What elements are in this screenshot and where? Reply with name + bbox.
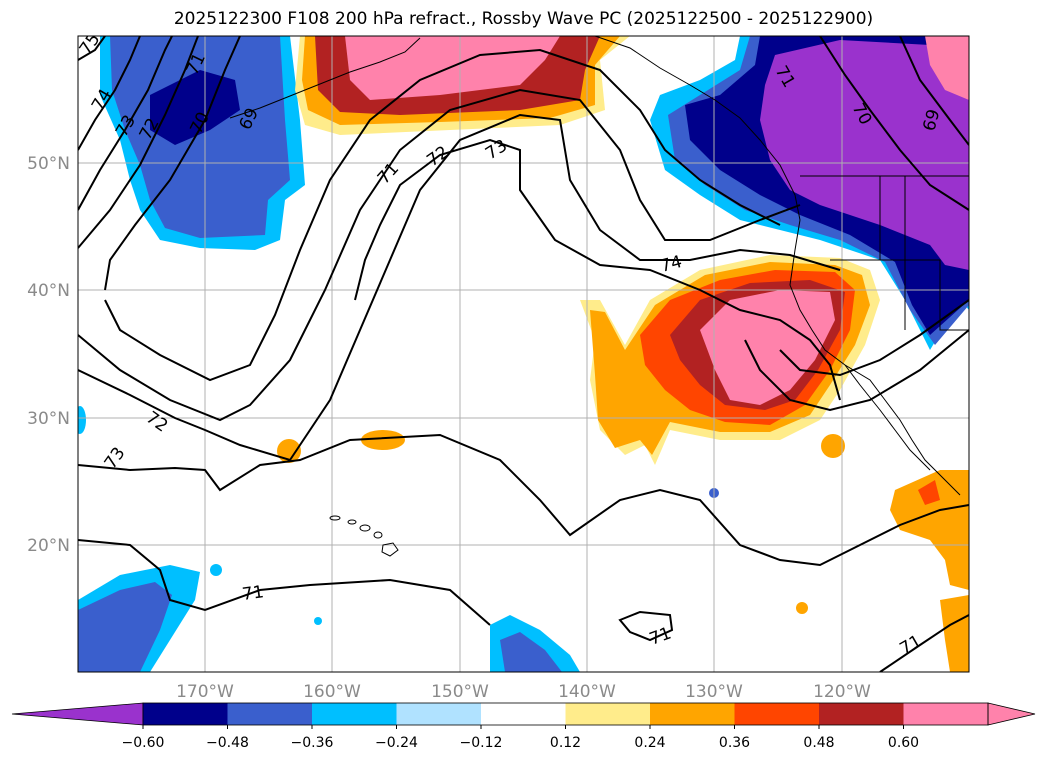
colorbar (11, 702, 1036, 726)
colorbar-bin (903, 703, 989, 725)
contour-70b (819, 36, 969, 211)
contour-75 (78, 36, 106, 61)
colorbar-ticks: −0.60 −0.48 −0.36 −0.24 −0.12 0.12 0.24 0.36 0.4… (122, 725, 919, 751)
contour-74 (78, 36, 141, 151)
contour-69 (899, 36, 969, 146)
state-borders (830, 176, 969, 331)
shaded-field: 75 74 73 72 71 70 69 71 72 73 74 71 70 6… (78, 36, 969, 672)
lat-label-20n: 20°N (27, 536, 70, 556)
contour-72a (78, 36, 199, 249)
colorbar-tick-label: −0.12 (460, 735, 503, 751)
colorbar-bin (143, 703, 228, 725)
coastline-panhandle (594, 36, 801, 221)
colorbar-extend-high (987, 702, 1036, 726)
positive-anomaly-central-pink (700, 290, 835, 405)
positive-anomaly-spot-4 (796, 602, 808, 614)
colorbar-tick-label: 0.12 (550, 735, 581, 751)
contour-74b (354, 138, 841, 401)
negative-anomaly-west-edge (78, 406, 86, 434)
hawaii-islands (329, 515, 399, 557)
colorbar-tick-label: −0.60 (122, 735, 165, 751)
colorbar-bin (565, 703, 651, 725)
coastline-baja (844, 364, 931, 471)
lon-label-150w: 150°W (431, 682, 489, 702)
lat-label-40n: 40°N (27, 281, 70, 301)
positive-anomaly-spot-2 (361, 430, 405, 450)
colorbar-bin (481, 703, 566, 725)
contour-72b (78, 113, 841, 462)
negative-anomaly-northeast-pink-corner (925, 36, 969, 100)
colorbar-bin (650, 703, 735, 725)
colorbar-tick-label: 0.36 (719, 735, 750, 751)
contour-71a (104, 36, 241, 291)
contour-inner-coast (744, 329, 969, 412)
contour-71c (78, 539, 491, 626)
contour-inner-coast-2 (779, 299, 969, 377)
coastlines (229, 36, 969, 557)
latitude-labels: 50°N 40°N 30°N 20°N (27, 154, 70, 556)
negative-anomaly-northeast-purple (760, 40, 969, 270)
colorbar-bin (312, 703, 397, 725)
colorbar-tick-label: 0.48 (803, 735, 834, 751)
colorbar-bin (396, 703, 482, 725)
contour-71b (78, 88, 801, 422)
colorbar-bin (734, 703, 820, 725)
colorbar-tick-label: −0.36 (291, 735, 334, 751)
contour-73a (78, 36, 173, 211)
lat-label-30n: 30°N (27, 409, 70, 429)
negative-anomaly-southwest-inner (78, 582, 172, 672)
map-title: 2025122300 F108 200 hPa refract., Rossby… (173, 9, 874, 29)
map-frame (77, 35, 970, 673)
lon-label-130w: 130°W (685, 682, 743, 702)
negative-anomaly-south-central-inner (500, 632, 562, 672)
contour-70a (104, 48, 781, 382)
colorbar-bin (819, 703, 904, 725)
lon-label-170w: 170°W (176, 682, 234, 702)
positive-anomaly-southeast-lower (940, 595, 969, 672)
colorbar-tick-label: −0.48 (206, 735, 249, 751)
longitude-labels: 170°W 160°W 150°W 140°W 130°W 120°W (176, 682, 871, 702)
positive-anomaly-spot-3 (821, 434, 845, 458)
negative-anomaly-northwest-inner (110, 36, 290, 238)
positive-anomaly-southeast (890, 470, 969, 590)
positive-anomaly-southeast-red (918, 480, 940, 505)
contour-71e (879, 614, 969, 672)
negative-anomaly-spot-2 (210, 564, 222, 576)
colorbar-bin (227, 703, 313, 725)
colorbar-tick-label: 0.60 (888, 735, 919, 751)
contour-lines (78, 36, 969, 672)
lon-label-120w: 120°W (813, 682, 871, 702)
lat-label-50n: 50°N (27, 154, 70, 174)
colorbar-extend-low (11, 702, 144, 726)
contour-71d (618, 610, 674, 642)
gridlines (78, 36, 969, 672)
lon-label-140w: 140°W (558, 682, 616, 702)
lon-label-160w: 160°W (303, 682, 361, 702)
colorbar-tick-label: 0.24 (634, 735, 665, 751)
negative-anomaly-spot-3 (314, 617, 322, 625)
coastline-west-us (789, 219, 961, 496)
colorbar-tick-label: −0.24 (375, 735, 418, 751)
coastline-alaska (229, 37, 421, 119)
contour-label-71-sw: 71 (241, 582, 265, 605)
contour-73b (78, 433, 969, 567)
